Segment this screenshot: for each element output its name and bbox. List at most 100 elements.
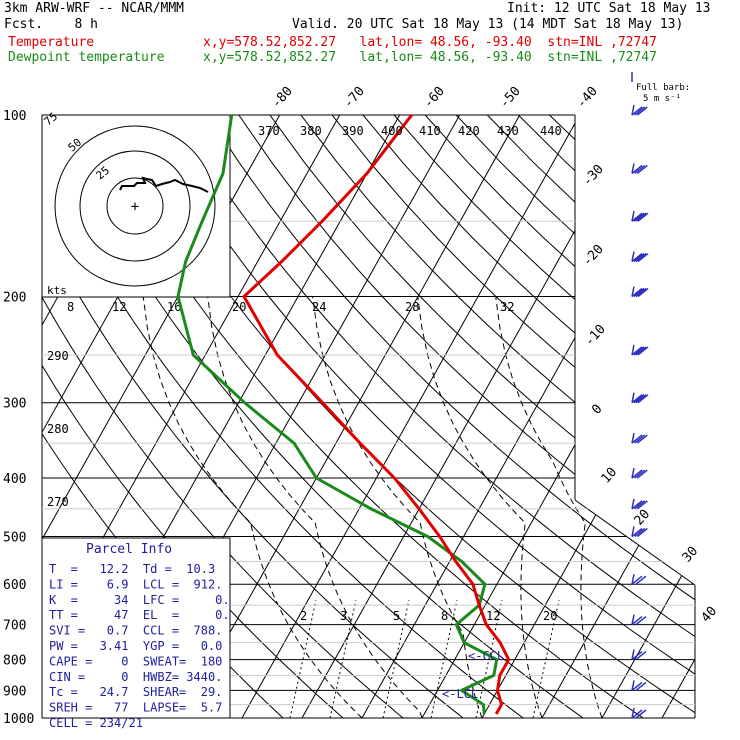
wind-barb <box>631 498 648 510</box>
theta-left-label: 270 <box>47 495 69 509</box>
wind-barb <box>631 104 648 116</box>
dry-adiabat <box>207 115 695 718</box>
pressure-label-100: 100 <box>3 109 26 124</box>
wind-barb <box>631 649 647 661</box>
pressure-label-700: 700 <box>3 619 26 634</box>
wind-barb-flag <box>635 681 647 691</box>
temperature-location: x,y=578.52,852.27 lat,lon= 48.56, -93.40… <box>203 35 657 50</box>
wind-barb <box>631 163 648 175</box>
ccl-label: <-CCL <box>468 649 504 663</box>
isotherm-label: -40 <box>574 84 601 111</box>
theta-label: 410 <box>419 124 441 138</box>
parcel-info-row: T = 12.2 Td = 10.3 <box>49 562 215 576</box>
temperature-profile <box>242 114 511 715</box>
isotherm <box>541 115 695 718</box>
mixing-ratio-line <box>532 599 560 718</box>
mixing-ratio-line-group <box>289 599 560 718</box>
wind-barb-flag <box>634 164 646 175</box>
wind-barb-flag <box>633 212 645 222</box>
wind-barb-flag <box>633 252 645 263</box>
wind-barb-flag <box>637 252 649 263</box>
hodograph-ring <box>106 177 164 235</box>
wind-barb <box>631 707 647 719</box>
theta-label: 430 <box>497 124 519 138</box>
dry-adiabat <box>517 115 695 718</box>
wind-barb-flag <box>631 527 643 538</box>
wind-barb-flag <box>637 346 649 356</box>
moist-adiabat <box>417 296 543 718</box>
wind-barb-flag <box>635 650 647 661</box>
isotherm-label: 30 <box>680 544 702 566</box>
wind-barb-staff <box>631 286 635 297</box>
wind-barb <box>631 251 649 263</box>
hodograph-trace <box>119 176 209 193</box>
mixing-ratio-line <box>382 599 410 718</box>
isotherm-label: -20 <box>580 242 607 269</box>
dry-adiabat <box>580 115 695 718</box>
right-axis-lower <box>574 499 696 586</box>
wind-barb-flag <box>631 394 643 404</box>
wind-barb-flag <box>635 709 647 719</box>
wind-barb-staff <box>631 467 635 479</box>
dewpoint-profile <box>176 114 499 715</box>
wind-barb-flag <box>634 469 646 479</box>
dry-adiabat <box>331 115 695 718</box>
wind-barb-flag <box>631 681 643 691</box>
model-title: 3km ARW-WRF -- NCAR/MMM <box>4 1 185 16</box>
kts-label: kts <box>47 284 67 297</box>
parcel-info-row: CIN = 0 HWBZ= 3440. <box>49 670 222 684</box>
theta-label: 370 <box>258 124 280 138</box>
wind-barb-flag <box>634 527 646 538</box>
wind-barb-flag <box>631 709 643 719</box>
isotherm-label: 10 <box>599 465 621 487</box>
wind-barb-flag <box>633 346 645 356</box>
theta-left-label: 280 <box>47 422 69 436</box>
wind-barb-flag <box>634 500 646 510</box>
theta-label: 400 <box>381 124 403 138</box>
isotherm <box>601 115 695 718</box>
isotherm-label: -50 <box>497 84 524 111</box>
wind-barb-flag <box>633 394 645 404</box>
wind-barb-staff <box>631 344 635 356</box>
pressure-label-500: 500 <box>3 530 26 545</box>
wind-barb-staff <box>631 432 635 444</box>
mixing-ratio-label: 3 <box>340 609 347 623</box>
isotherm <box>181 115 521 718</box>
wind-barb-flag <box>631 346 643 356</box>
isotherm <box>361 115 695 718</box>
wind-barb-flag <box>637 287 649 298</box>
isotherm-label: 0 <box>589 402 605 418</box>
wind-barb-flag <box>636 434 648 444</box>
hodograph-ring <box>79 150 191 262</box>
pressure-label-200: 200 <box>3 291 26 306</box>
isotherm <box>241 115 581 718</box>
theta-left-label: 290 <box>47 349 69 363</box>
parcel-info-row: LI = 6.9 LCL = 912. <box>49 577 222 591</box>
forecast-hour: Fcst. 8 h <box>4 17 98 32</box>
wind-barb-flag <box>631 650 643 661</box>
wind-speed-tick-label: 16 <box>167 300 181 314</box>
wind-barb-flag <box>637 394 649 404</box>
dry-adiabat <box>549 115 695 718</box>
dry-adiabat <box>300 115 695 718</box>
dry-adiabat <box>269 115 695 718</box>
mixing-ratio-label: 12 <box>486 609 500 623</box>
dry-adiabat <box>486 115 695 718</box>
wind-barb-flag <box>633 287 645 298</box>
wind-barb <box>631 614 647 626</box>
full-barb-label: Full barb: <box>636 83 691 93</box>
wind-barb-staff <box>631 526 635 537</box>
parcel-info-row: CAPE = 0 SWEAT= 180 <box>49 654 222 668</box>
wind-barb-flag <box>636 106 648 116</box>
valid-time: Valid. 20 UTC Sat 18 May 13 (14 MDT Sat … <box>292 17 684 32</box>
wind-barb-staff <box>631 649 635 660</box>
wind-barb-flag <box>635 346 647 356</box>
profiles <box>176 114 511 715</box>
isotherm <box>301 115 641 718</box>
wind-barb-flag <box>635 616 647 626</box>
mixing-ratio-label: 2 <box>300 609 307 623</box>
wind-barb-staff <box>631 680 635 691</box>
wind-barb-flag <box>636 500 648 510</box>
